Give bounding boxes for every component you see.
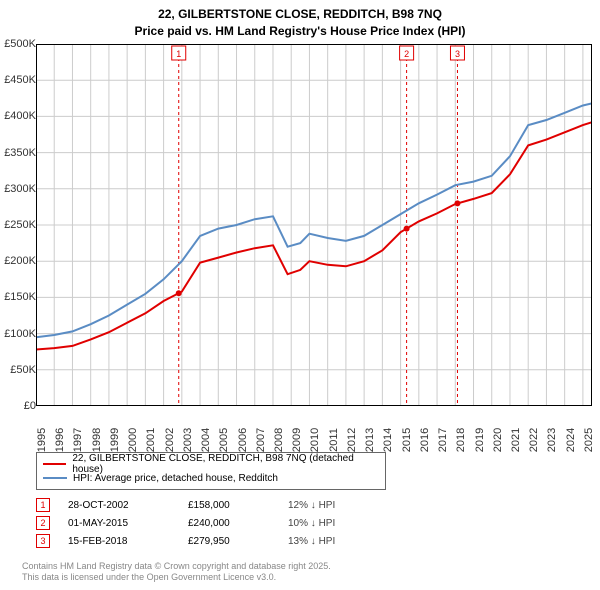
y-tick-label: £200K (0, 255, 36, 267)
sale-diff: 12% ↓ HPI (288, 500, 388, 511)
title: 22, GILBERTSTONE CLOSE, REDDITCH, B98 7N… (0, 0, 600, 40)
sale-row: 3 15-FEB-2018 £279,950 13% ↓ HPI (36, 532, 388, 550)
svg-text:1: 1 (176, 49, 181, 59)
x-tick-label: 2011 (328, 428, 340, 452)
x-tick-label: 2021 (510, 428, 522, 452)
x-tick-label: 2023 (546, 428, 558, 452)
x-tick-label: 2018 (455, 428, 467, 452)
sale-marker-icon: 2 (36, 516, 50, 530)
x-tick-label: 2020 (492, 428, 504, 452)
legend-swatch (43, 463, 66, 465)
svg-text:2: 2 (404, 49, 409, 59)
x-tick-label: 2024 (565, 428, 577, 452)
x-tick-label: 2017 (437, 428, 449, 452)
y-tick-label: £300K (0, 183, 36, 195)
x-tick-label: 1995 (36, 428, 48, 452)
sale-price: £279,950 (188, 536, 288, 547)
x-tick-label: 2000 (127, 428, 139, 452)
x-tick-label: 2013 (364, 428, 376, 452)
x-tick-label: 2004 (200, 428, 212, 452)
y-tick-label: £150K (0, 291, 36, 303)
sale-row: 2 01-MAY-2015 £240,000 10% ↓ HPI (36, 514, 388, 532)
sale-row: 1 28-OCT-2002 £158,000 12% ↓ HPI (36, 496, 388, 514)
y-tick-label: £400K (0, 110, 36, 122)
x-tick-label: 2016 (419, 428, 431, 452)
sale-date: 01-MAY-2015 (68, 518, 188, 529)
legend-label: HPI: Average price, detached house, Redd… (73, 473, 278, 484)
sale-marker-icon: 3 (36, 534, 50, 548)
legend-item: 22, GILBERTSTONE CLOSE, REDDITCH, B98 7N… (43, 457, 379, 471)
sale-diff: 10% ↓ HPI (288, 518, 388, 529)
legend-swatch (43, 477, 67, 479)
x-tick-label: 2015 (401, 428, 413, 452)
x-tick-label: 2002 (164, 428, 176, 452)
sale-price: £158,000 (188, 500, 288, 511)
y-tick-label: £250K (0, 219, 36, 231)
sale-diff: 13% ↓ HPI (288, 536, 388, 547)
x-tick-label: 2010 (309, 428, 321, 452)
x-tick-label: 2012 (346, 428, 358, 452)
y-tick-label: £500K (0, 38, 36, 50)
x-tick-label: 1997 (72, 428, 84, 452)
x-axis-labels: 1995 1996 1997 1998 1999 2000 2001 2002 2003 2004… (36, 410, 592, 450)
y-tick-label: £350K (0, 147, 36, 159)
x-tick-label: 2019 (474, 428, 486, 452)
x-tick-label: 1996 (54, 428, 66, 452)
x-tick-label: 2014 (382, 428, 394, 452)
svg-text:3: 3 (455, 49, 460, 59)
x-tick-label: 2005 (218, 428, 230, 452)
plot-svg: 1 2 3 (36, 44, 592, 406)
y-tick-label: £100K (0, 328, 36, 340)
sale-price: £240,000 (188, 518, 288, 529)
x-tick-label: 2008 (273, 428, 285, 452)
plot-area: 1 2 3 (36, 44, 592, 406)
sale-date: 15-FEB-2018 (68, 536, 188, 547)
attribution-line: Contains HM Land Registry data © Crown c… (22, 561, 331, 573)
y-tick-label: £450K (0, 74, 36, 86)
legend: 22, GILBERTSTONE CLOSE, REDDITCH, B98 7N… (36, 452, 386, 490)
x-tick-label: 2003 (182, 428, 194, 452)
x-tick-label: 2022 (528, 428, 540, 452)
x-tick-label: 2006 (237, 428, 249, 452)
x-tick-label: 2009 (291, 428, 303, 452)
y-tick-label: £50K (0, 364, 36, 376)
y-tick-label: £0 (0, 400, 36, 412)
x-tick-label: 1998 (91, 428, 103, 452)
x-tick-label: 2007 (255, 428, 267, 452)
sale-table: 1 28-OCT-2002 £158,000 12% ↓ HPI 2 01-MA… (36, 496, 388, 550)
title-line2: Price paid vs. HM Land Registry's House … (0, 23, 600, 40)
chart-container: 22, GILBERTSTONE CLOSE, REDDITCH, B98 7N… (0, 0, 600, 590)
sale-date: 28-OCT-2002 (68, 500, 188, 511)
x-tick-label: 1999 (109, 428, 121, 452)
title-line1: 22, GILBERTSTONE CLOSE, REDDITCH, B98 7N… (0, 6, 600, 23)
attribution-line: This data is licensed under the Open Gov… (22, 572, 331, 584)
attribution: Contains HM Land Registry data © Crown c… (22, 561, 331, 584)
sale-marker-icon: 1 (36, 498, 50, 512)
x-tick-label: 2025 (583, 428, 595, 452)
x-tick-label: 2001 (145, 428, 157, 452)
